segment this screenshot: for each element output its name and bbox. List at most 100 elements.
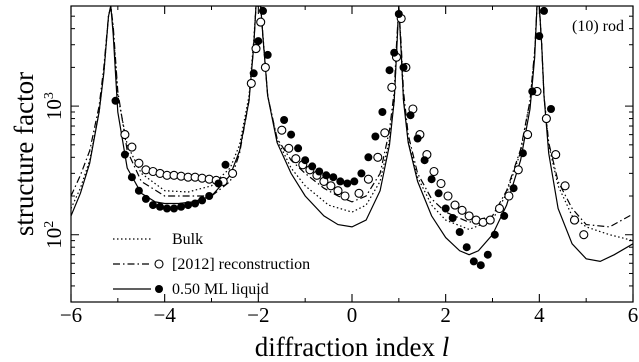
x-axis-title: diffraction index l: [255, 332, 449, 362]
filled-point-19: [263, 50, 272, 59]
open-point-33: [380, 128, 390, 138]
filled-point-37: [394, 10, 403, 18]
open-point-53: [523, 130, 533, 140]
open-point-17: [251, 44, 261, 54]
filled-point-25: [315, 167, 324, 176]
filled-point-52: [500, 211, 509, 220]
filled-point-55: [528, 87, 537, 96]
filled-point-56: [535, 32, 544, 41]
filled-point-32: [364, 153, 373, 162]
x-tick-label-3: 0: [347, 303, 358, 327]
x-tick-label-1: −4: [153, 303, 176, 327]
points-layer: [111, 6, 589, 270]
filled-point-42: [427, 175, 436, 184]
filled-point-35: [385, 66, 394, 75]
filled-point-47: [462, 243, 471, 252]
filled-point-26: [322, 171, 331, 180]
filled-point-5: [149, 201, 157, 210]
x-axis-title-text: diffraction index: [255, 332, 436, 362]
filled-point-9: [177, 202, 186, 211]
filled-point-39: [406, 111, 415, 120]
filled-point-29: [343, 179, 352, 188]
filled-point-48: [469, 257, 478, 266]
x-tick-label-0: −6: [60, 303, 82, 327]
filled-point-30: [350, 177, 359, 186]
open-point-15: [228, 168, 238, 178]
open-point-18: [256, 17, 266, 27]
legend: Bulk [2012] reconstruction 0.50 ML liqui…: [113, 231, 310, 298]
filled-point-8: [170, 204, 178, 213]
filled-point-3: [134, 186, 143, 195]
filled-point-40: [413, 134, 422, 143]
filled-point-16: [249, 69, 258, 78]
open-point-0: [120, 130, 130, 140]
rod-annotation: (10) rod: [572, 18, 624, 35]
filled-point-1: [120, 150, 129, 159]
y-axis-title: structure factor: [9, 72, 39, 236]
y-tick-base-0: 10: [42, 228, 66, 249]
filled-point-0: [111, 96, 120, 105]
filled-point-41: [420, 156, 429, 165]
filled-point-14: [214, 179, 223, 188]
open-point-50: [494, 203, 505, 214]
filled-point-12: [198, 196, 207, 205]
x-tick-label-4: 2: [440, 303, 451, 327]
open-point-29: [340, 191, 350, 201]
filled-point-11: [191, 199, 200, 208]
filled-point-51: [490, 230, 499, 239]
open-point-22: [291, 154, 301, 164]
open-point-21: [284, 143, 294, 153]
curve-0-50-ml-liquid: [71, 6, 633, 263]
open-point-55: [541, 114, 551, 124]
filled-point-28: [336, 177, 345, 186]
open-point-46: [464, 211, 474, 221]
open-point-27: [326, 181, 336, 191]
filled-point-21: [287, 130, 296, 139]
legend-label-reconstruction: [2012] reconstruction: [172, 256, 310, 273]
filled-point-54: [518, 149, 527, 158]
open-point-28: [333, 186, 343, 196]
legend-label-bulk: Bulk: [172, 231, 203, 248]
filled-point-31: [357, 169, 366, 178]
filled-point-20: [280, 116, 289, 124]
ticks-layer: [70, 5, 634, 303]
legend-marker-liquid: [155, 285, 163, 293]
y-tick-label-1: 103: [42, 92, 66, 120]
x-tick-label-5: 4: [534, 303, 545, 327]
x-tick-label-2: −2: [247, 303, 269, 327]
filled-point-43: [434, 189, 443, 198]
filled-point-44: [441, 204, 450, 213]
filled-point-18: [259, 6, 267, 15]
y-tick-exponent-0: 2: [42, 221, 57, 228]
open-point-51: [504, 191, 514, 201]
filled-point-53: [509, 184, 518, 193]
filled-point-13: [205, 192, 214, 200]
legend-label-liquid: 0.50 ML liquid: [172, 281, 269, 298]
y-tick-base-1: 10: [42, 99, 66, 120]
open-point-49: [485, 215, 495, 225]
filled-point-49: [476, 261, 485, 270]
filled-point-15: [221, 160, 230, 169]
y-tick-exponent-1: 3: [42, 92, 57, 99]
filled-point-27: [329, 173, 338, 182]
x-axis-title-variable: l: [442, 332, 450, 362]
filled-point-45: [448, 214, 457, 222]
filled-point-10: [184, 201, 193, 210]
open-point-58: [569, 215, 580, 225]
filled-point-36: [390, 48, 399, 57]
filled-point-58: [547, 105, 555, 113]
open-point-57: [560, 181, 570, 191]
open-point-2: [134, 158, 144, 168]
open-point-59: [579, 230, 589, 240]
filled-point-38: [399, 63, 408, 72]
open-point-43: [443, 191, 453, 201]
open-point-16: [246, 78, 256, 88]
filled-point-4: [141, 194, 150, 203]
open-point-30: [354, 188, 364, 198]
open-point-52: [513, 165, 523, 175]
filled-point-33: [371, 132, 380, 141]
open-point-44: [450, 200, 460, 210]
open-point-42: [436, 178, 446, 189]
